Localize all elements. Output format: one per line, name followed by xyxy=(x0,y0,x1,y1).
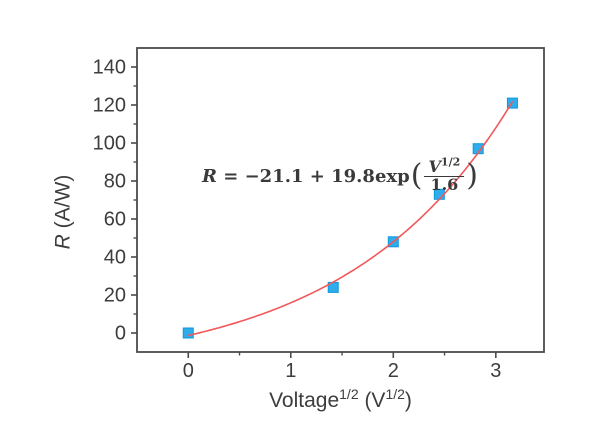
x-axis-title-end: ) xyxy=(404,389,412,412)
equation-lhs: R xyxy=(202,165,217,187)
fit-equation: R = −21.1 + 19.8exp(V1/2 1.6) xyxy=(202,155,479,194)
y-tick-label: 60 xyxy=(104,209,126,231)
y-tick-label: 40 xyxy=(104,247,126,269)
fit-curve xyxy=(187,101,514,337)
x-axis-title-mid: (V xyxy=(358,389,386,412)
y-tick-label: 120 xyxy=(93,95,126,117)
x-tick-label: 3 xyxy=(490,360,501,382)
y-axis-title: R (A/W) xyxy=(51,174,75,250)
y-axis-title-var: R xyxy=(51,234,75,250)
y-tick-label: 80 xyxy=(104,171,126,193)
equation-body: = −21.1 + 19.8exp xyxy=(216,165,410,187)
y-axis-title-rest: (A/W) xyxy=(51,174,75,235)
equation-fraction-numerator: V1/2 xyxy=(428,155,461,176)
x-axis-title-base: Voltage xyxy=(269,389,340,412)
equation-fraction: V1/2 1.6 xyxy=(424,155,465,194)
x-tick-label: 2 xyxy=(388,360,399,382)
x-axis-title: Voltage1/2 (V1/2) xyxy=(137,387,544,412)
x-tick-label: 1 xyxy=(285,360,296,382)
x-tick-label: 0 xyxy=(183,360,194,382)
y-tick-label: 140 xyxy=(93,57,126,79)
x-axis-title-sup2: 1/2 xyxy=(385,386,405,402)
y-tick-label: 100 xyxy=(93,133,126,155)
y-tick-label: 20 xyxy=(104,285,126,307)
y-tick-label: 0 xyxy=(115,323,126,345)
equation-fraction-denominator: 1.6 xyxy=(424,175,465,194)
x-axis-title-sup1: 1/2 xyxy=(339,386,359,402)
data-point-marker xyxy=(182,327,194,339)
